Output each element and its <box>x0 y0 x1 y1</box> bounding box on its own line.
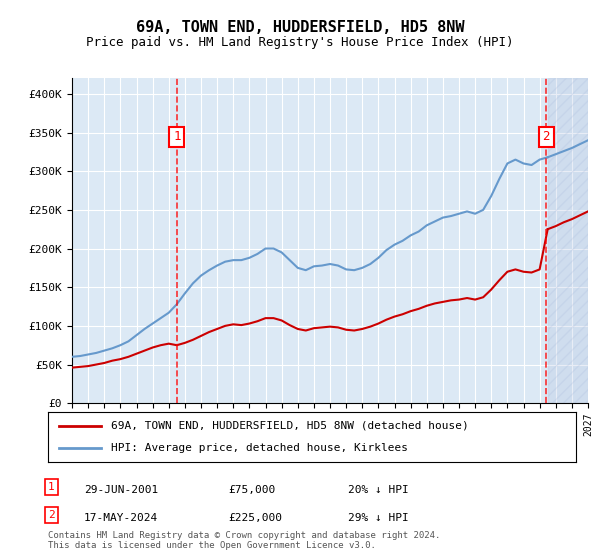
Text: £75,000: £75,000 <box>228 485 275 495</box>
Text: 69A, TOWN END, HUDDERSFIELD, HD5 8NW (detached house): 69A, TOWN END, HUDDERSFIELD, HD5 8NW (de… <box>112 421 469 431</box>
Text: 1: 1 <box>48 482 55 492</box>
Text: 2: 2 <box>48 510 55 520</box>
Text: 69A, TOWN END, HUDDERSFIELD, HD5 8NW: 69A, TOWN END, HUDDERSFIELD, HD5 8NW <box>136 20 464 35</box>
Text: Contains HM Land Registry data © Crown copyright and database right 2024.
This d: Contains HM Land Registry data © Crown c… <box>48 530 440 550</box>
Text: 2: 2 <box>542 130 550 143</box>
Text: 1: 1 <box>173 130 181 143</box>
Text: 17-MAY-2024: 17-MAY-2024 <box>84 513 158 523</box>
Text: 20% ↓ HPI: 20% ↓ HPI <box>348 485 409 495</box>
Text: Price paid vs. HM Land Registry's House Price Index (HPI): Price paid vs. HM Land Registry's House … <box>86 36 514 49</box>
Bar <box>548 78 588 403</box>
Text: 29% ↓ HPI: 29% ↓ HPI <box>348 513 409 523</box>
Text: 29-JUN-2001: 29-JUN-2001 <box>84 485 158 495</box>
Text: £225,000: £225,000 <box>228 513 282 523</box>
Text: HPI: Average price, detached house, Kirklees: HPI: Average price, detached house, Kirk… <box>112 443 409 453</box>
